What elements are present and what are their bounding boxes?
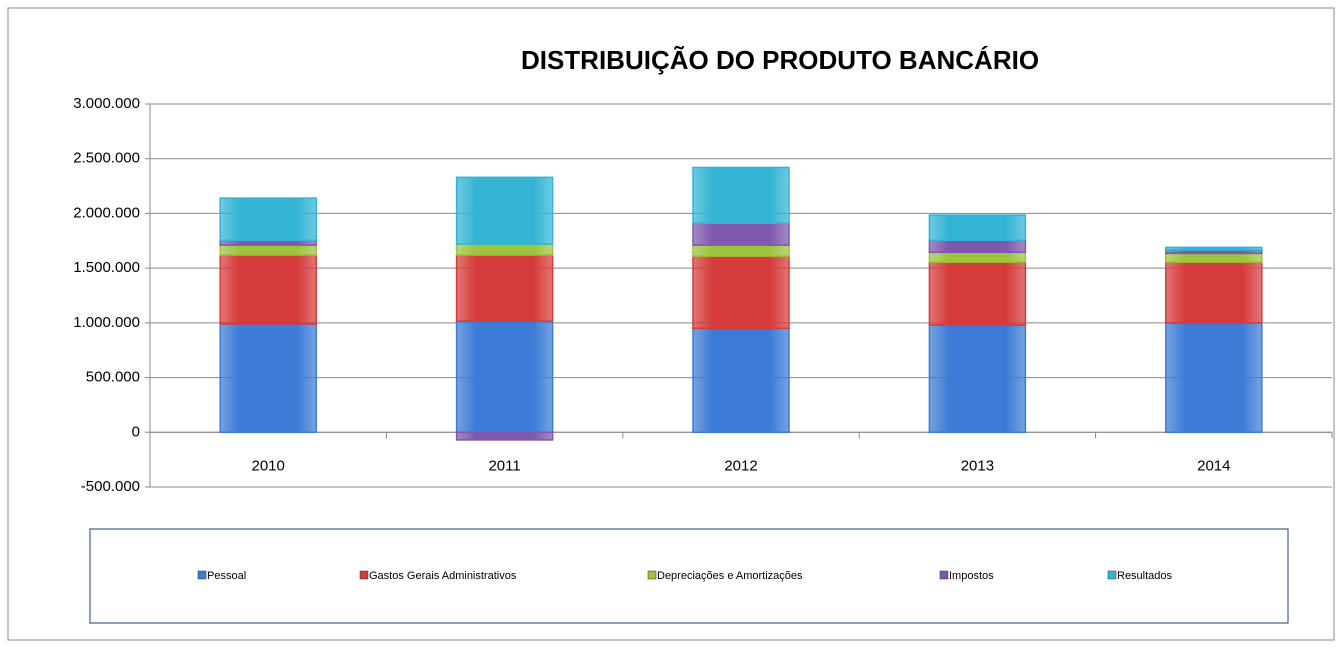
chart-title: DISTRIBUIÇÃO DO PRODUTO BANCÁRIO xyxy=(521,45,1039,75)
bar-segment xyxy=(692,255,790,330)
bar-segment xyxy=(219,244,317,256)
legend-label: Pessoal xyxy=(207,570,246,582)
bar-segment xyxy=(455,176,554,245)
bar-segment xyxy=(928,239,1027,254)
bar-segment xyxy=(928,324,1027,434)
bar-segment xyxy=(928,214,1027,241)
legend-label: Resultados xyxy=(1117,570,1173,582)
x-tick-label: 2014 xyxy=(1197,457,1230,474)
legend-box xyxy=(89,528,1289,624)
bar-segment xyxy=(1165,246,1263,251)
bar-segment xyxy=(692,222,790,246)
y-tick-label: 1.000.000 xyxy=(73,314,140,331)
bar-segment xyxy=(455,431,554,441)
bar-segment xyxy=(1165,261,1263,324)
x-tick-label: 2012 xyxy=(724,457,757,474)
x-tick-label: 2011 xyxy=(488,457,520,474)
legend-label: Depreciações e Amortizações xyxy=(657,570,803,582)
y-tick-label: -500.000 xyxy=(81,478,140,495)
y-tick-label: 0 xyxy=(132,423,140,440)
legend-swatch xyxy=(197,570,207,580)
bar-segment xyxy=(219,323,317,434)
bar-segment xyxy=(692,166,790,225)
legend-label: Impostos xyxy=(949,570,994,582)
bar-segment xyxy=(1165,252,1263,263)
bar-segment xyxy=(1165,322,1263,434)
legend-swatch xyxy=(1107,570,1117,580)
x-tick-label: 2013 xyxy=(961,457,994,474)
bar-segment xyxy=(692,327,790,434)
y-tick-label: 2.500.000 xyxy=(73,150,140,167)
bar-segment xyxy=(219,197,317,241)
bar-segment xyxy=(928,261,1027,326)
bar-segment xyxy=(928,251,1027,263)
x-tick-label: 2010 xyxy=(252,457,285,474)
legend-swatch xyxy=(359,570,369,580)
y-tick-label: 2.000.000 xyxy=(73,204,140,221)
bar-segment xyxy=(455,243,554,256)
bar-segment xyxy=(455,320,554,434)
legend-swatch xyxy=(647,570,657,580)
bar-segment xyxy=(219,254,317,325)
y-tick-label: 1.500.000 xyxy=(73,259,140,276)
y-tick-label: 500.000 xyxy=(86,369,140,386)
bar-segment xyxy=(455,254,554,322)
y-tick-label: 3.000.000 xyxy=(73,95,140,112)
legend-label: Gastos Gerais Administrativos xyxy=(369,570,517,582)
legend-swatch xyxy=(939,570,949,580)
bar-segment xyxy=(692,244,790,257)
